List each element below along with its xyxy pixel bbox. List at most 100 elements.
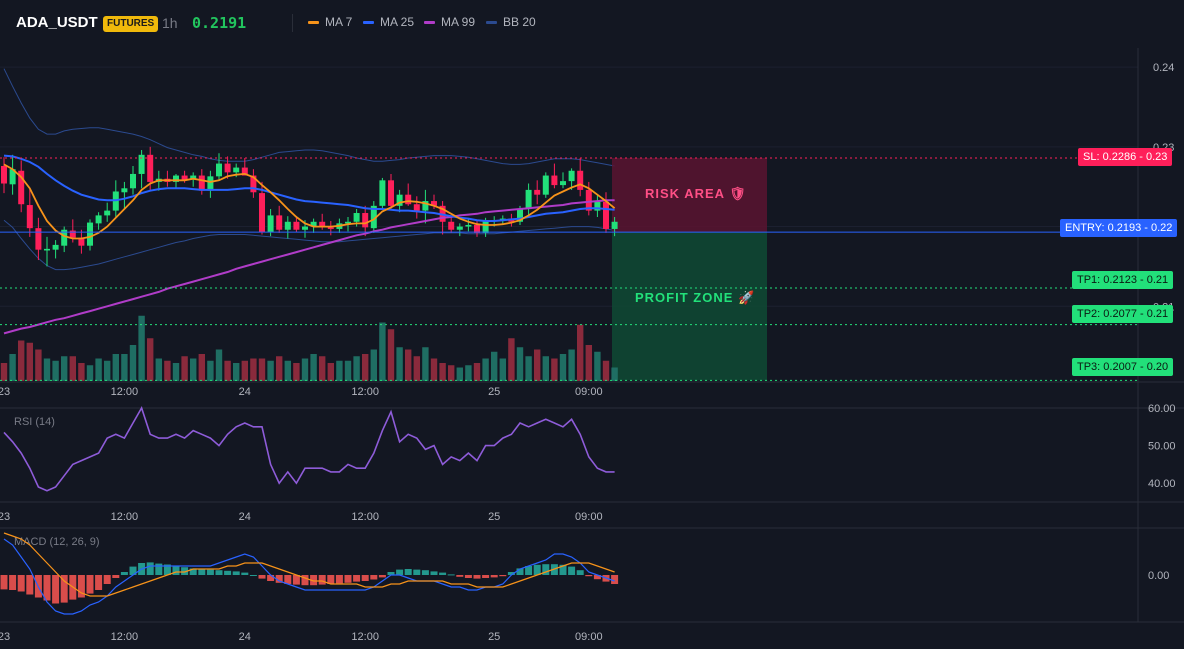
tp3-level-label[interactable]: TP3: 0.2007 - 0.20 [1072, 358, 1174, 376]
candle-body [224, 163, 231, 173]
tp2-level-label[interactable]: TP2: 0.2077 - 0.21 [1072, 305, 1174, 323]
rsi-title: RSI (14) [14, 416, 55, 428]
volume-bar [35, 349, 42, 381]
ma99-line [3, 199, 615, 335]
volume-bar [491, 351, 498, 381]
volume-bar [224, 360, 231, 381]
volume-bar [250, 358, 257, 381]
volume-bar [577, 324, 584, 381]
rsi-time-label: 24 [239, 511, 251, 523]
volume-bar [413, 356, 420, 381]
volume-bar [516, 347, 524, 381]
macd-histogram-bar [224, 570, 232, 575]
bollinger-bands [3, 68, 615, 271]
macd-histogram-bar [163, 564, 171, 575]
candle-body [267, 215, 274, 233]
volume-bar [95, 358, 102, 381]
volume-bar [508, 338, 515, 381]
volume-bar [43, 358, 51, 381]
candle-body [594, 201, 601, 211]
macd-histogram-bar [490, 575, 498, 578]
ma99-swatch [424, 21, 435, 25]
chart-header: ADA_USDT FUTURES 1h 0.2191 MA 7 MA 25 MA… [0, 0, 1184, 48]
macd-pane: MACD (12, 26, 9) 0.00 [0, 532, 1169, 615]
legend-ma7[interactable]: MA 7 [308, 15, 352, 29]
last-price: 0.2191 [192, 14, 247, 32]
volume-bar [559, 354, 567, 381]
candle-body [259, 193, 265, 233]
legend-bb20[interactable]: BB 20 [486, 15, 536, 29]
candle-body [405, 194, 412, 205]
candle-body [69, 230, 76, 238]
macd-histogram-bar [482, 575, 490, 578]
main-time-label: 25 [488, 386, 500, 398]
volume-bar [61, 356, 68, 381]
rsi-tick-label: 40.00 [1148, 478, 1176, 490]
volume-bar [336, 360, 343, 381]
candle-body [525, 189, 532, 210]
volume-bar [551, 358, 558, 381]
volume-bar [121, 354, 128, 381]
legend-ma25[interactable]: MA 25 [363, 15, 414, 29]
candle-body [233, 167, 240, 173]
macd-histogram-bar [284, 575, 292, 584]
macd-histogram-bar [43, 575, 51, 601]
volume-bar [387, 329, 395, 381]
bb-lower-line [3, 219, 615, 271]
entry-level-label[interactable]: ENTRY: 0.2193 - 0.22 [1060, 219, 1178, 237]
volume-bar [147, 338, 154, 381]
volume-bar [405, 349, 412, 381]
volume-bar [430, 358, 438, 381]
macd-histogram-bar [516, 568, 524, 575]
macd-histogram-bar [456, 575, 464, 577]
macd-histogram-bar [542, 564, 550, 575]
ma7-line [3, 163, 616, 240]
candle-body [276, 215, 283, 230]
macd-histogram-bar [60, 575, 68, 603]
candle-body [319, 221, 326, 228]
rsi-pane: RSI (14) 60.00 50.00 40.00 [3, 403, 1176, 492]
candle-body [388, 180, 394, 206]
candle-body [121, 188, 128, 193]
macd-histogram-bar [181, 567, 189, 575]
candle-body [345, 221, 351, 224]
candle-body [413, 204, 420, 211]
tp1-level-label[interactable]: TP1: 0.2123 - 0.21 [1072, 271, 1174, 289]
macd-histogram-bar [26, 575, 34, 595]
macd-histogram-bar [267, 575, 275, 581]
macd-histogram-bar [404, 569, 412, 575]
main-time-label: 23 [0, 386, 10, 398]
volume-bar [276, 356, 283, 381]
candle-body [465, 224, 472, 227]
macd-line [3, 538, 615, 615]
volume-bar [473, 363, 481, 381]
macd-histogram-bar [155, 563, 163, 575]
volume-bar [104, 360, 111, 381]
candle-body [35, 228, 42, 250]
volume-bar [233, 363, 240, 381]
main-time-label: 24 [239, 386, 251, 398]
sl-level-label[interactable]: SL: 0.2286 - 0.23 [1078, 148, 1173, 166]
volume-bar [370, 349, 377, 381]
macd-histogram-bar [353, 575, 361, 582]
volume-bar [585, 345, 592, 381]
rsi-tick-label: 50.00 [1148, 441, 1176, 453]
volume-bar [138, 315, 145, 381]
candle-body [61, 229, 68, 246]
symbol-label[interactable]: ADA_USDT [16, 14, 98, 31]
volume-bar [379, 322, 386, 381]
volume-bar [190, 358, 197, 381]
volume-bar [448, 365, 455, 381]
volume-bar [86, 365, 94, 381]
macd-histogram-bar [249, 575, 257, 576]
shield-icon: 🛡 [729, 186, 747, 201]
macd-histogram-bar [292, 575, 300, 585]
main-time-label: 09:00 [575, 386, 603, 398]
futures-badge: FUTURES [103, 16, 159, 32]
macd-histogram-bar [439, 572, 447, 575]
legend-ma25-label: MA 25 [380, 15, 415, 29]
candle-body [362, 213, 369, 228]
timeframe-label[interactable]: 1h [162, 15, 178, 31]
legend-ma99[interactable]: MA 99 [424, 15, 475, 29]
